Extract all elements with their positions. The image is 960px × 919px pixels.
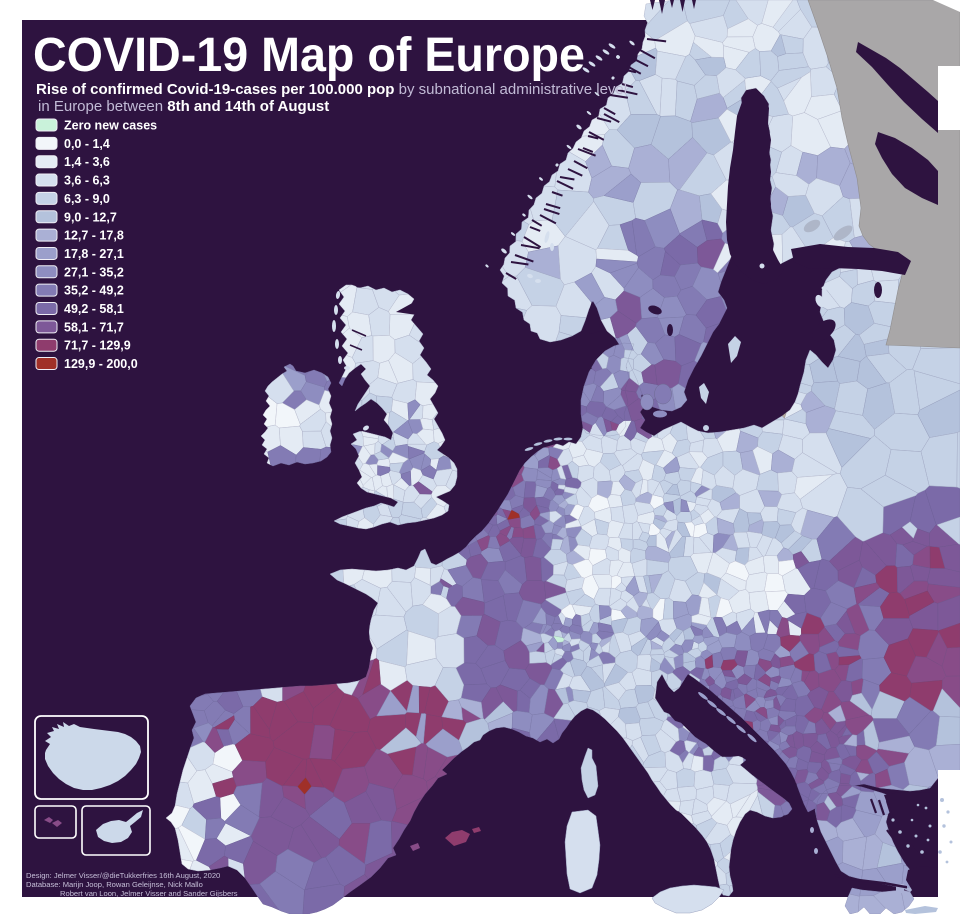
svg-text:Robert van Loon, Jelmer Visser: Robert van Loon, Jelmer Visser and Sande… [60, 889, 238, 898]
svg-text:Design: Jelmer Visser/@dieTukk: Design: Jelmer Visser/@dieTukkerfries 16… [26, 871, 220, 880]
svg-text:Rise of confirmed Covid-19-cas: Rise of confirmed Covid-19-cases per 100… [36, 81, 627, 98]
svg-text:12,7 - 17,8: 12,7 - 17,8 [64, 229, 124, 243]
svg-text:0,0 - 1,4: 0,0 - 1,4 [64, 137, 110, 151]
svg-text:1,4 - 3,6: 1,4 - 3,6 [64, 155, 110, 169]
svg-text:27,1 - 35,2: 27,1 - 35,2 [64, 265, 124, 279]
svg-text:129,9 - 200,0: 129,9 - 200,0 [64, 357, 138, 371]
svg-text:Zero new cases: Zero new cases [64, 119, 157, 133]
svg-text:49,2 - 58,1: 49,2 - 58,1 [64, 302, 124, 316]
svg-text:6,3 - 9,0: 6,3 - 9,0 [64, 192, 110, 206]
svg-text:17,8 - 27,1: 17,8 - 27,1 [64, 247, 124, 261]
svg-text:COVID-19 Map of Europe: COVID-19 Map of Europe [33, 29, 585, 82]
svg-text:in Europe between 8th and 14th: in Europe between 8th and 14th of August [38, 98, 329, 115]
svg-text:9,0 - 12,7: 9,0 - 12,7 [64, 210, 117, 224]
svg-text:71,7 - 129,9: 71,7 - 129,9 [64, 339, 131, 353]
svg-text:35,2 - 49,2: 35,2 - 49,2 [64, 284, 124, 298]
svg-text:3,6 - 6,3: 3,6 - 6,3 [64, 174, 110, 188]
svg-text:Database: Marijn Joop, Rowan G: Database: Marijn Joop, Rowan Geleijnse, … [26, 880, 203, 889]
svg-text:58,1 - 71,7: 58,1 - 71,7 [64, 320, 124, 334]
